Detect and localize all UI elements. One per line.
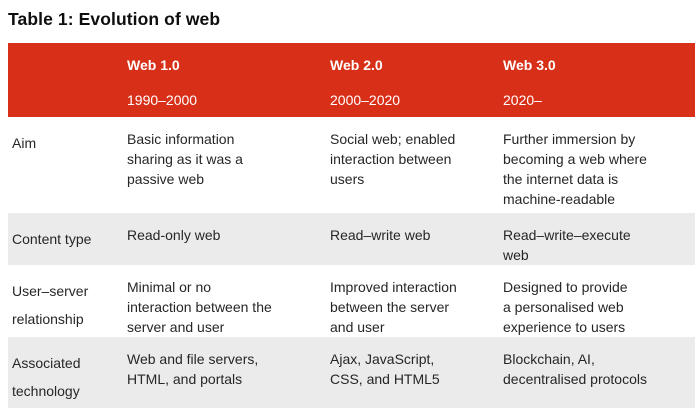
row-label-aim: Aim [12,135,37,151]
cell-user-server-web2: Improved interaction between the server … [330,279,457,335]
header-row: Web 1.0 1990–2000 Web 2.0 2000–2020 Web … [8,43,695,117]
cell-content-type-web3: Read–write–execute web [503,227,631,263]
row-content-type: Content type Read-only web Read–write we… [8,213,695,265]
cell-aim-web2: Social web; enabled interaction between … [330,131,456,187]
cell-content-type-web2: Read–write web [330,227,431,243]
web2-period: 2000–2020 [330,92,401,108]
cell-user-server-web1: Minimal or no interaction between the se… [127,279,272,335]
table-caption: Table 1: Evolution of web [8,9,221,29]
cell-aim-web3: Further immersion by becoming a web wher… [503,131,647,207]
header-cell-web2: Web 2.0 2000–2020 [330,43,503,117]
cell-content-type-web1: Read-only web [127,227,221,243]
web2-name: Web 2.0 [330,57,383,73]
header-corner-cell [8,43,127,117]
row-user-server-relationship: User–server relationship Minimal or no i… [8,265,695,337]
row-label-associated-technology: Associated technology [12,355,81,399]
row-associated-technology: Associated technology Web and file serve… [8,337,695,408]
web3-name: Web 3.0 [503,57,556,73]
web1-name: Web 1.0 [127,57,180,73]
evolution-of-web-table: Web 1.0 1990–2000 Web 2.0 2000–2020 Web … [8,43,695,408]
row-label-content-type: Content type [12,231,92,247]
cell-associated-technology-web1: Web and file servers, HTML, and portals [127,351,259,387]
web1-period: 1990–2000 [127,92,198,108]
cell-associated-technology-web3: Blockchain, AI, decentralised protocols [503,351,647,387]
cell-user-server-web3: Designed to provide a personalised web e… [503,279,628,335]
row-aim: Aim Basic information sharing as it was … [8,117,695,213]
cell-aim-web1: Basic information sharing as it was a pa… [127,131,243,187]
row-label-user-server-relationship: User–server relationship [12,283,89,327]
web3-period: 2020– [503,92,542,108]
header-cell-web3: Web 3.0 2020– [503,43,695,117]
cell-associated-technology-web2: Ajax, JavaScript, CSS, and HTML5 [330,351,440,387]
header-cell-web1: Web 1.0 1990–2000 [127,43,330,117]
